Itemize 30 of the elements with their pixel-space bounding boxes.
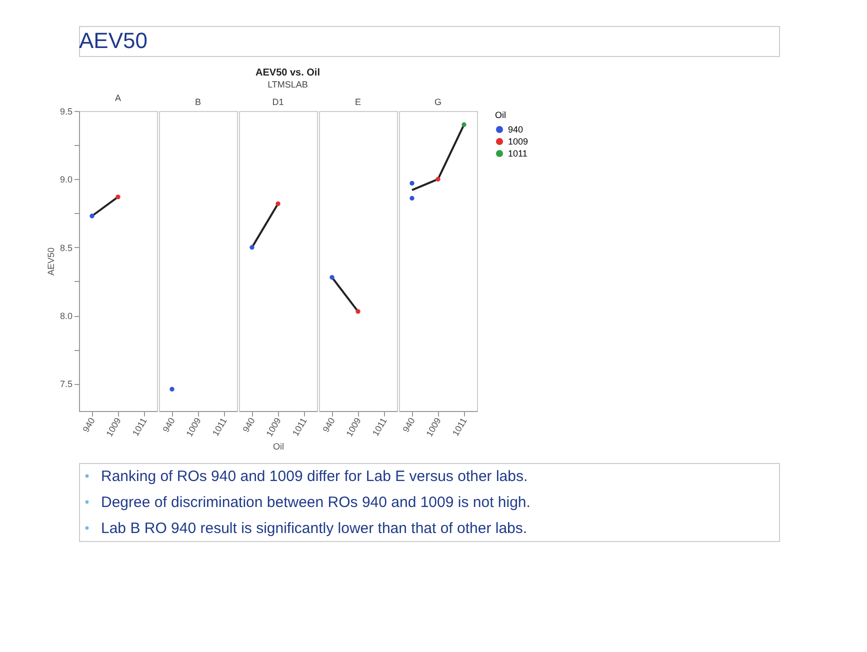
x-tick-label: 940 xyxy=(320,416,337,434)
chart-title: B xyxy=(194,97,202,107)
point xyxy=(436,176,440,182)
x-axis-title: Oil xyxy=(273,441,284,452)
legend-label: 1009 xyxy=(508,136,528,146)
y-tick-label: 8.0 xyxy=(60,311,72,322)
text: Lab B RO 940 result is significantly lower than that of other labs. xyxy=(101,520,528,537)
x-tick-label: 940 xyxy=(80,416,97,434)
y-tick-label: 9.5 xyxy=(60,106,72,116)
point xyxy=(462,122,466,127)
chart-title: A xyxy=(114,93,122,103)
y-tick-label: 9.0 xyxy=(60,174,72,185)
x-tick-label: 940 xyxy=(240,416,257,434)
x-tick-label: 940 xyxy=(400,416,417,434)
text: Degree of discrimination between ROs 940 and 1009 is not high. xyxy=(101,494,530,511)
chart-title: D1 xyxy=(272,97,284,107)
y-axis-title: AEV50 xyxy=(46,247,56,276)
text: LTMSLAB xyxy=(268,80,308,90)
x-tick-label: 940 xyxy=(160,416,177,434)
text: Ranking of ROs 940 and 1009 differ for Lab E versus other labs. xyxy=(101,468,528,485)
y-tick-label: 8.5 xyxy=(60,242,72,253)
chart-title: E xyxy=(354,97,362,107)
point xyxy=(410,180,414,186)
chart-title: G xyxy=(434,97,442,107)
legend-label: 1011 xyxy=(508,148,528,158)
legend-label: 940 xyxy=(508,124,524,134)
text: AEV50 xyxy=(79,28,148,53)
y-tick-label: 7.5 xyxy=(60,379,72,390)
text: AEV50 vs. Oil xyxy=(256,68,320,78)
legend-title: Oil xyxy=(495,110,506,120)
